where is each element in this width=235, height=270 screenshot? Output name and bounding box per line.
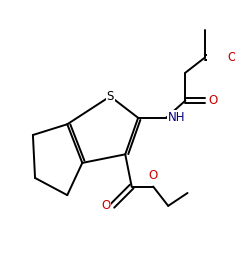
Text: O: O	[227, 51, 235, 64]
Text: O: O	[149, 169, 158, 182]
Text: NH: NH	[168, 111, 186, 124]
Text: O: O	[208, 94, 217, 107]
Text: O: O	[101, 199, 110, 212]
Text: S: S	[106, 90, 114, 103]
